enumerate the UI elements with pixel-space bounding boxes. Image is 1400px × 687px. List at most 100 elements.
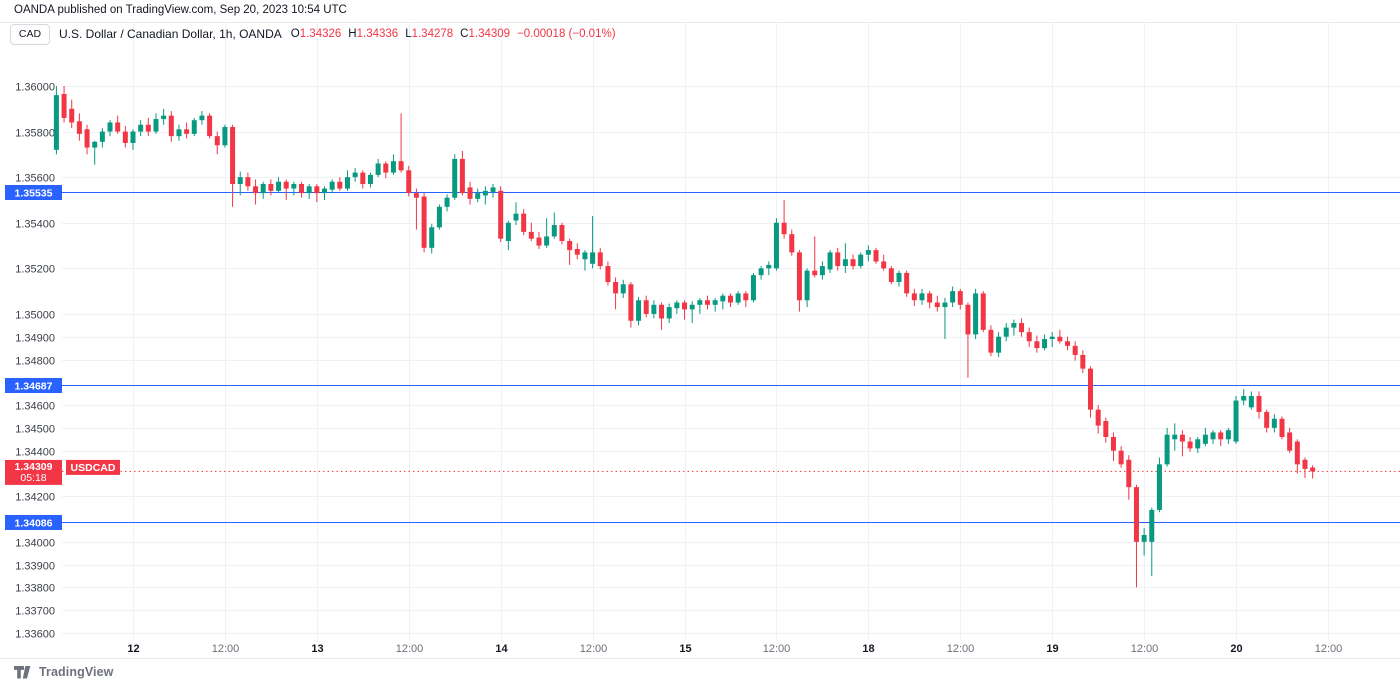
candle (904, 270, 910, 297)
time-axis-label: 14 (495, 643, 508, 655)
candle (789, 229, 795, 256)
candle (628, 282, 634, 328)
candle (881, 254, 887, 271)
candle (1302, 457, 1308, 479)
candle (1057, 329, 1063, 344)
open-readout: O1.34326 (291, 28, 342, 40)
candle (390, 154, 396, 175)
candle (237, 171, 243, 196)
candle (1210, 430, 1216, 444)
open-label: O (290, 28, 300, 40)
candle (559, 222, 565, 245)
candle (1310, 465, 1316, 479)
candle (636, 296, 642, 326)
candle (1279, 416, 1285, 440)
candle (69, 99, 75, 129)
candle (666, 303, 672, 324)
candle (337, 177, 343, 191)
time-axis-label: 12:00 (580, 643, 608, 655)
candle (689, 301, 695, 324)
candle (130, 129, 136, 150)
candle (176, 124, 182, 141)
low-label: L (405, 28, 412, 40)
low-value: 1.34278 (411, 28, 454, 40)
time-axis-label: 12 (127, 643, 139, 655)
tradingview-brand-text[interactable]: TradingView (39, 665, 114, 679)
candle (429, 223, 435, 254)
candle (498, 186, 504, 243)
candle (682, 300, 688, 320)
price-axis-label: 1.34600 (15, 401, 55, 413)
candle (536, 231, 542, 249)
time-axis-label: 12:00 (947, 643, 975, 655)
publish-text: OANDA published on TradingView.com, Sep … (14, 4, 347, 16)
candle (291, 181, 297, 196)
candle (1248, 391, 1254, 410)
candle (245, 172, 251, 191)
candle (858, 252, 864, 269)
candle (766, 261, 772, 276)
candle (567, 238, 573, 265)
candle (161, 108, 167, 125)
candle (306, 184, 312, 199)
candle (1164, 427, 1170, 467)
candle (1080, 350, 1086, 374)
time-axis-label: 12:00 (396, 643, 424, 655)
price-axis-label: 1.35800 (15, 128, 55, 140)
candle (819, 261, 825, 280)
candle (1042, 334, 1048, 351)
price-axis-label: 1.34200 (15, 492, 55, 504)
candle (735, 291, 741, 305)
tradingview-logo-icon[interactable] (14, 665, 33, 679)
candle (467, 181, 473, 205)
candle (574, 243, 580, 260)
candle (99, 128, 105, 148)
candle (115, 115, 121, 134)
candle (421, 193, 427, 253)
time-axis-label: 12:00 (1131, 643, 1159, 655)
candle (1118, 446, 1124, 468)
time-axis-label: 19 (1046, 643, 1058, 655)
candle (1256, 391, 1262, 419)
candle (1294, 439, 1300, 474)
candle (283, 179, 289, 200)
price-level-label (5, 515, 62, 530)
candle (582, 250, 588, 271)
candle (950, 286, 956, 308)
candle (965, 302, 971, 378)
candle (329, 179, 335, 194)
candle (61, 86, 67, 123)
candle (835, 247, 841, 271)
price-axis-label: 1.34800 (15, 356, 55, 368)
publish-bar: OANDA published on TradingView.com, Sep … (14, 4, 347, 20)
candle (314, 184, 320, 203)
candle (1156, 457, 1162, 513)
price-axis-label: 1.35600 (15, 173, 55, 185)
candle (911, 288, 917, 306)
symbol-title[interactable]: U.S. Dollar / Canadian Dollar, 1h, OANDA (59, 27, 282, 41)
candle (896, 270, 902, 287)
candle (168, 111, 174, 142)
candle (1011, 319, 1017, 336)
candle (643, 295, 649, 318)
candle (107, 120, 113, 137)
candle (796, 250, 802, 312)
time-axis-label: 20 (1230, 643, 1242, 655)
candle (697, 297, 703, 314)
candle (383, 161, 389, 179)
symbol-logo-badge[interactable]: CAD (10, 23, 50, 45)
candle (812, 236, 818, 278)
candle (873, 247, 879, 264)
candle (1026, 327, 1032, 347)
bar-countdown: 05:18 (20, 472, 46, 484)
candle (53, 86, 59, 155)
candle (996, 332, 1002, 358)
time-axis-label: 13 (311, 643, 323, 655)
candle (199, 111, 205, 125)
candle (1133, 484, 1139, 588)
candle (322, 186, 327, 200)
candle (1088, 366, 1093, 418)
ohlc-readout: O1.34326 H1.34336 L1.34278 C1.34309 −0.0… (291, 28, 616, 40)
